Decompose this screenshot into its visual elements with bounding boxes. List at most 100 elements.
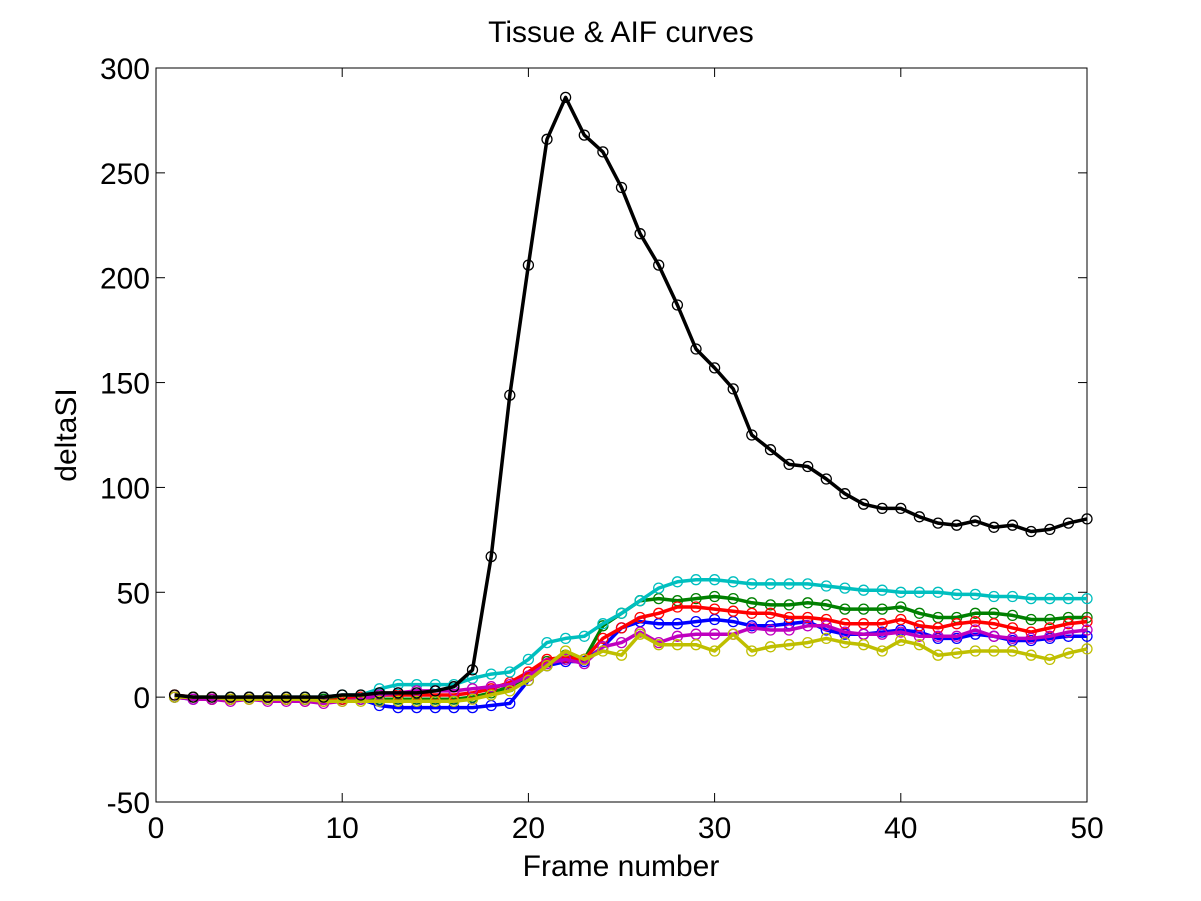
data-point [541, 636, 553, 649]
data-point [857, 584, 870, 596]
data-point [1081, 513, 1093, 525]
data-point [895, 613, 907, 626]
data-point [802, 460, 814, 473]
data-point [1081, 615, 1093, 628]
data-point [913, 511, 926, 523]
data-point [168, 689, 181, 701]
data-point [820, 620, 832, 632]
data-point [951, 618, 963, 630]
data-point [615, 181, 628, 194]
data-point [802, 611, 814, 624]
data-point [802, 636, 814, 649]
data-point [708, 362, 721, 374]
data-point [448, 695, 460, 707]
chart-title: Tissue & AIF curves [488, 16, 754, 49]
data-point [1081, 624, 1093, 636]
data-point [1062, 517, 1075, 529]
data-point [634, 228, 646, 240]
data-point [1025, 613, 1037, 626]
data-point [876, 502, 888, 515]
data-point [671, 601, 684, 613]
data-point [336, 689, 348, 701]
data-point [913, 639, 926, 651]
x-tick-label: 0 [148, 812, 165, 845]
data-point [802, 578, 814, 590]
data-point [690, 343, 702, 355]
data-point [783, 639, 795, 651]
data-point [727, 592, 739, 605]
data-point [969, 645, 981, 657]
data-point [895, 634, 907, 647]
data-point [1081, 643, 1093, 655]
data-point [857, 603, 870, 615]
data-point [262, 691, 274, 703]
data-point [1006, 519, 1019, 531]
data-point [895, 502, 907, 515]
data-point [522, 259, 535, 271]
data-point [839, 618, 851, 630]
series-line [174, 624, 1088, 706]
data-point [373, 687, 386, 699]
data-point [783, 458, 795, 471]
data-point [392, 687, 404, 699]
data-point [708, 590, 721, 603]
y-tick-label: 0 [133, 682, 150, 715]
y-tick-label: 250 [100, 158, 150, 191]
data-point [1044, 613, 1056, 626]
data-point [578, 630, 590, 642]
y-axis-label: deltaSI [50, 388, 83, 481]
data-point [615, 622, 628, 634]
data-point [392, 695, 404, 707]
data-point [708, 628, 721, 640]
data-point [597, 632, 609, 645]
data-point [876, 584, 888, 596]
data-point [1062, 647, 1075, 659]
data-point [932, 586, 944, 598]
x-tick-label: 40 [884, 812, 917, 845]
data-point [690, 574, 702, 586]
x-tick-label: 30 [698, 812, 731, 845]
data-point [895, 626, 907, 638]
data-point [317, 691, 330, 703]
data-point [504, 666, 516, 678]
data-point [522, 653, 535, 666]
data-point [932, 517, 944, 529]
data-point [727, 383, 739, 395]
data-point [764, 624, 777, 636]
series-line [174, 95, 1088, 699]
data-point [504, 389, 516, 401]
data-point [820, 580, 832, 592]
data-point [708, 603, 721, 615]
data-point [839, 636, 851, 649]
data-point [578, 129, 590, 141]
data-point [727, 628, 739, 640]
data-point [597, 645, 609, 657]
data-point [951, 519, 963, 531]
data-point [951, 588, 963, 601]
data-point [783, 599, 795, 611]
data-point [988, 618, 1000, 630]
data-point [969, 624, 981, 636]
data-point [951, 630, 963, 642]
data-point [1025, 525, 1037, 538]
x-axis-label: Frame number [523, 850, 720, 883]
data-point [522, 674, 535, 687]
data-point [653, 607, 665, 619]
data-point [932, 630, 944, 642]
data-point [764, 607, 777, 619]
data-point [653, 259, 665, 271]
data-point [820, 599, 832, 611]
data-point [634, 595, 646, 607]
data-point [1081, 592, 1093, 605]
data-point [690, 639, 702, 651]
data-point [690, 615, 702, 628]
data-point [783, 611, 795, 624]
data-point [857, 498, 870, 510]
data-point [895, 586, 907, 598]
y-tick-label: 100 [100, 472, 150, 505]
data-point [1006, 632, 1019, 645]
data-point [1025, 592, 1037, 605]
data-point [1044, 630, 1056, 642]
data-point [653, 639, 665, 651]
